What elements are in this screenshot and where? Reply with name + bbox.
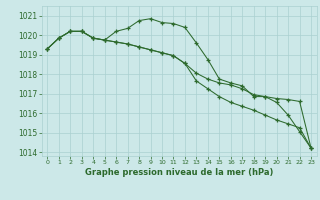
X-axis label: Graphe pression niveau de la mer (hPa): Graphe pression niveau de la mer (hPa) <box>85 168 273 177</box>
